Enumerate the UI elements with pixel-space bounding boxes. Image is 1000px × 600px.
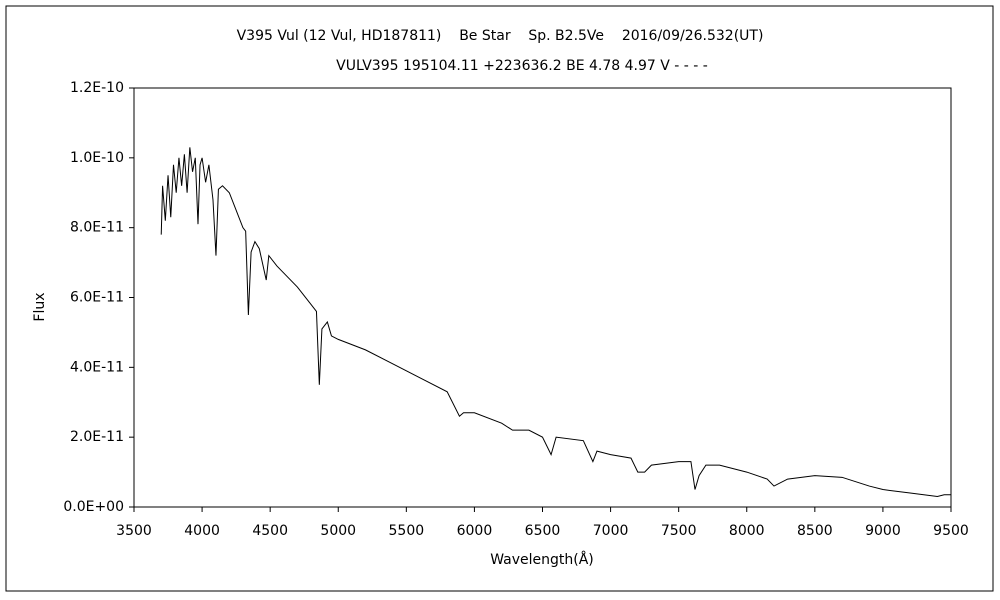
y-tick-label: 1.0E-10 [70,150,124,166]
y-tick-label: 1.2E-10 [70,80,124,96]
x-tick-label: 7500 [661,523,697,539]
y-tick-label: 0.0E+00 [63,499,124,515]
chart-subtitle: VULV395 195104.11 +223636.2 BE 4.78 4.97… [336,58,708,74]
y-tick-label: 4.0E-11 [70,359,124,375]
x-tick-label: 8000 [729,523,765,539]
x-tick-label: 9500 [933,523,969,539]
x-tick-label: 4000 [184,523,220,539]
x-tick-label: 6500 [525,523,561,539]
x-tick-label: 3500 [116,523,152,539]
y-tick-label: 8.0E-11 [70,220,124,236]
plot-frame [133,87,952,508]
x-tick-label: 6000 [457,523,493,539]
y-tick-label: 2.0E-11 [70,429,124,445]
spectrum-line [160,147,951,498]
y-axis-label: Flux [32,292,48,321]
x-tick-label: 7000 [593,523,629,539]
x-axis-label: Wavelength(Å) [490,551,594,568]
chart-title: V395 Vul (12 Vul, HD187811) Be Star Sp. … [237,28,764,44]
x-tick-label: 5000 [320,523,356,539]
x-tick-label: 8500 [797,523,833,539]
x-tick-label: 9000 [865,523,901,539]
y-tick-label: 6.0E-11 [70,290,124,306]
figure-frame [5,5,994,592]
x-tick-label: 5500 [389,523,425,539]
x-tick-label: 4500 [252,523,288,539]
